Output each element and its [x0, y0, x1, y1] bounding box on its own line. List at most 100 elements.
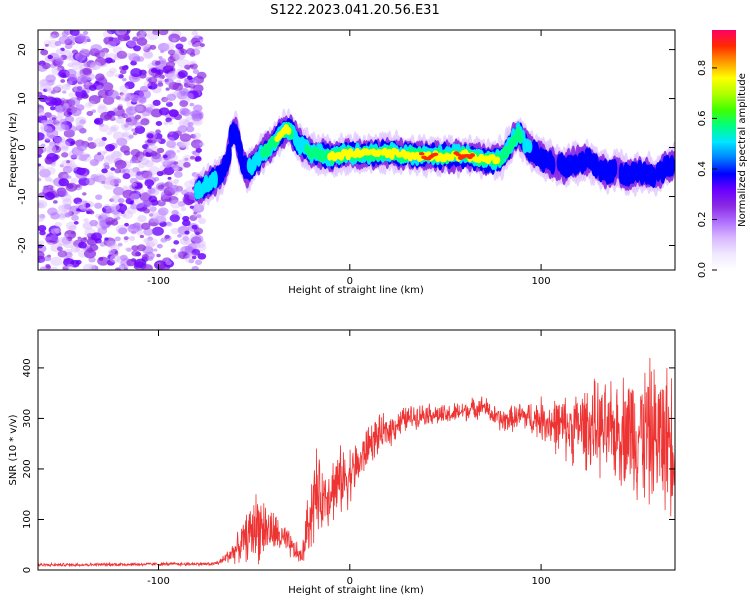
- noise-speckle: [130, 203, 138, 210]
- noise-speckle: [121, 65, 129, 71]
- noise-speckle: [170, 248, 177, 253]
- noise-speckle: [196, 71, 207, 80]
- noise-speckle: [163, 257, 170, 262]
- noise-speckle: [141, 108, 152, 117]
- noise-speckle: [39, 79, 50, 88]
- ridge-cell: [285, 126, 292, 136]
- colorbar-tick-label: 0.0: [697, 262, 708, 278]
- noise-speckle: [88, 84, 97, 92]
- x-tick-label: -100: [147, 276, 170, 287]
- noise-speckle: [156, 262, 161, 266]
- noise-speckle: [131, 128, 136, 132]
- noise-speckle: [110, 243, 120, 252]
- noise-speckle: [133, 45, 141, 52]
- noise-speckle: [184, 92, 194, 100]
- noise-speckle: [118, 227, 128, 235]
- ridge-cell: [469, 153, 476, 158]
- noise-speckle: [146, 241, 155, 248]
- noise-speckle: [74, 52, 87, 61]
- noise-speckle: [153, 248, 158, 252]
- noise-speckle: [54, 58, 65, 66]
- noise-speckle: [53, 136, 62, 143]
- noise-speckle: [194, 156, 202, 162]
- noise-speckle: [126, 41, 131, 45]
- heatmap-cells: [38, 30, 675, 270]
- noise-speckle: [183, 161, 191, 168]
- noise-speckle: [168, 131, 174, 135]
- noise-speckle: [177, 141, 185, 148]
- noise-speckle: [50, 90, 56, 95]
- noise-speckle: [151, 226, 164, 236]
- heatmap-xlabel: Height of straight line (km): [288, 285, 424, 296]
- noise-speckle: [63, 233, 69, 238]
- noise-speckle: [149, 104, 155, 108]
- noise-speckle: [86, 110, 94, 117]
- noise-speckle: [76, 167, 86, 176]
- noise-speckle: [61, 203, 71, 211]
- noise-speckle: [153, 187, 158, 191]
- noise-speckle: [177, 251, 182, 255]
- y-tick-label: 300: [22, 409, 33, 428]
- noise-speckle: [47, 54, 53, 60]
- noise-speckle: [107, 41, 117, 49]
- y-tick-label: 20: [17, 43, 28, 56]
- noise-speckle: [167, 49, 176, 56]
- ridge-cell: [212, 170, 218, 189]
- noise-speckle: [90, 232, 102, 241]
- noise-speckle: [154, 60, 161, 66]
- noise-speckle: [117, 197, 125, 204]
- noise-speckle: [146, 237, 158, 247]
- noise-speckle: [39, 78, 49, 86]
- noise-speckle: [164, 234, 170, 239]
- ridge-cell: [418, 152, 425, 156]
- noise-speckle: [132, 182, 138, 187]
- noise-speckle: [85, 154, 90, 158]
- noise-speckle: [97, 175, 109, 185]
- noise-speckle: [70, 177, 78, 184]
- noise-speckle: [50, 212, 60, 220]
- ridge-cell: [611, 158, 618, 178]
- noise-speckle: [76, 96, 83, 101]
- noise-speckle: [38, 147, 44, 156]
- noise-speckle: [58, 178, 70, 187]
- noise-speckle: [160, 237, 168, 243]
- noise-speckle: [128, 134, 134, 139]
- noise-speckle: [116, 216, 121, 220]
- snr-frame: [37, 329, 676, 571]
- noise-speckle: [170, 199, 182, 209]
- noise-speckle: [80, 48, 85, 52]
- noise-speckle: [62, 83, 71, 91]
- noise-speckle: [116, 50, 128, 59]
- noise-speckle: [73, 150, 78, 155]
- noise-speckle: [58, 213, 65, 219]
- noise-speckle: [105, 154, 115, 162]
- y-tick-label: 100: [22, 510, 33, 529]
- noise-speckle: [71, 61, 83, 71]
- noise-speckle: [122, 131, 131, 138]
- noise-speckle: [97, 152, 102, 156]
- noise-speckle: [40, 259, 45, 263]
- noise-speckle: [75, 122, 84, 129]
- noise-speckle: [177, 200, 186, 207]
- noise-speckle: [196, 214, 202, 219]
- noise-speckle: [38, 163, 42, 167]
- noise-speckle: [134, 114, 142, 120]
- noise-speckle: [44, 138, 51, 143]
- noise-speckle: [95, 80, 100, 84]
- noise-speckle: [165, 260, 172, 266]
- noise-speckle: [146, 133, 154, 139]
- noise-speckle: [114, 267, 121, 270]
- noise-speckle: [87, 141, 97, 149]
- noise-speckle: [129, 193, 140, 201]
- noise-speckle: [131, 230, 137, 235]
- noise-speckle: [192, 235, 204, 244]
- noise-speckle: [184, 157, 189, 161]
- noise-speckle: [162, 154, 168, 159]
- noise-speckle: [90, 61, 102, 70]
- noise-speckle: [107, 249, 116, 255]
- noise-speckle: [136, 37, 148, 46]
- noise-speckle: [82, 30, 89, 35]
- noise-speckle: [111, 115, 117, 119]
- noise-speckle: [168, 120, 174, 125]
- noise-speckle: [112, 186, 125, 196]
